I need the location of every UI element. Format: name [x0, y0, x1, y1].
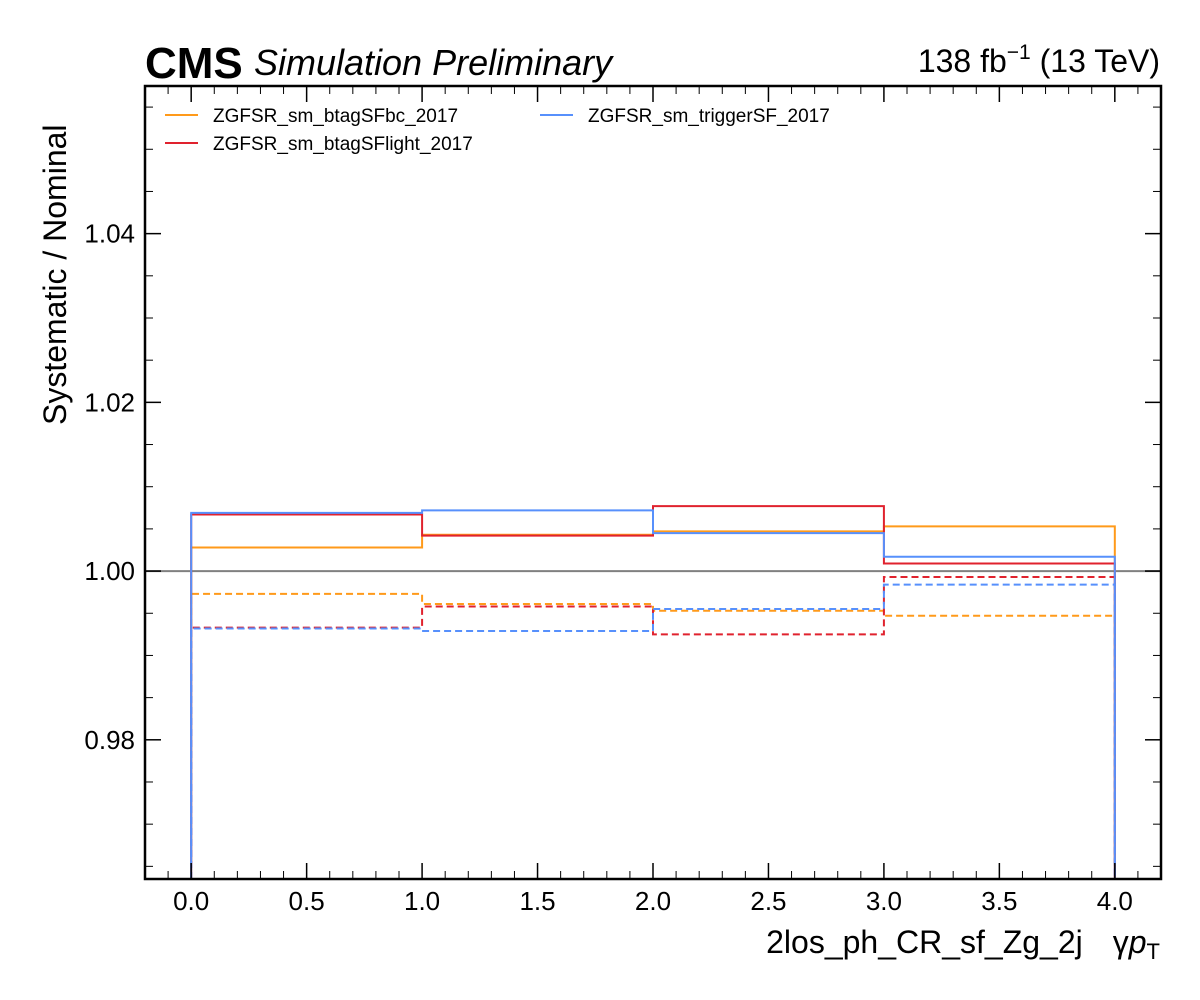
x-tick-label: 1.5 [519, 886, 555, 916]
x-axis-label-p: p [1128, 924, 1147, 960]
y-tick-label: 1.02 [84, 387, 135, 417]
x-axis-label-main: 2los_ph_CR_sf_Zg_2j [766, 924, 1083, 960]
legend-label-0: ZGFSR_sm_btagSFbc_2017 [213, 106, 458, 127]
y-tick-label: 1.04 [84, 219, 135, 249]
legend-label-1: ZGFSR_sm_btagSFlight_2017 [213, 134, 473, 155]
legend: ZGFSR_sm_btagSFbc_2017 ZGFSR_sm_btagSFlig… [165, 106, 830, 155]
series-0-up-step [190, 525, 1116, 879]
luminosity-value: 138 fb [918, 43, 1007, 79]
x-tick-label: 0.5 [289, 886, 325, 916]
x-tick-label: 4.0 [1097, 886, 1133, 916]
x-tick-label: 0.0 [173, 886, 209, 916]
y-axis-label: Systematic / Nominal [37, 124, 73, 425]
x-tick-label: 3.0 [866, 886, 902, 916]
simulation-preliminary-label: Simulation Preliminary [254, 42, 614, 83]
x-tick-label: 1.0 [404, 886, 440, 916]
y-tick-label: 1.00 [84, 556, 135, 586]
x-tick-label: 2.0 [635, 886, 671, 916]
series-1-down-step [190, 575, 1116, 879]
x-axis-label-subscript: T [1147, 939, 1160, 964]
luminosity-label: 138 fb−1 (13 TeV) [918, 41, 1160, 79]
x-tick-label: 2.5 [750, 886, 786, 916]
cms-label: CMS [145, 39, 243, 88]
ticks-layer: 0.0 0.5 1.0 1.5 2.0 2.5 3.0 3.5 4.0 0.98 1.00 1.02 1… [84, 86, 1161, 916]
plot-frame [143, 84, 1163, 881]
x-axis-label: 2los_ph_CR_sf_Zg_2j γpT [766, 924, 1160, 964]
series-0-down-step [190, 592, 1116, 879]
luminosity-exponent: −1 [1007, 41, 1031, 64]
energy-label: (13 TeV) [1031, 43, 1160, 79]
x-axis-label-gamma: γ [1113, 924, 1129, 960]
series-2-up-step [190, 509, 1116, 879]
y-tick-label: 0.98 [84, 725, 135, 755]
legend-label-2: ZGFSR_sm_triggerSF_2017 [588, 106, 830, 127]
x-tick-label: 3.5 [981, 886, 1017, 916]
series-layer [190, 505, 1116, 879]
series-1-up-step [190, 505, 1116, 879]
series-2-down-step [190, 583, 1116, 879]
